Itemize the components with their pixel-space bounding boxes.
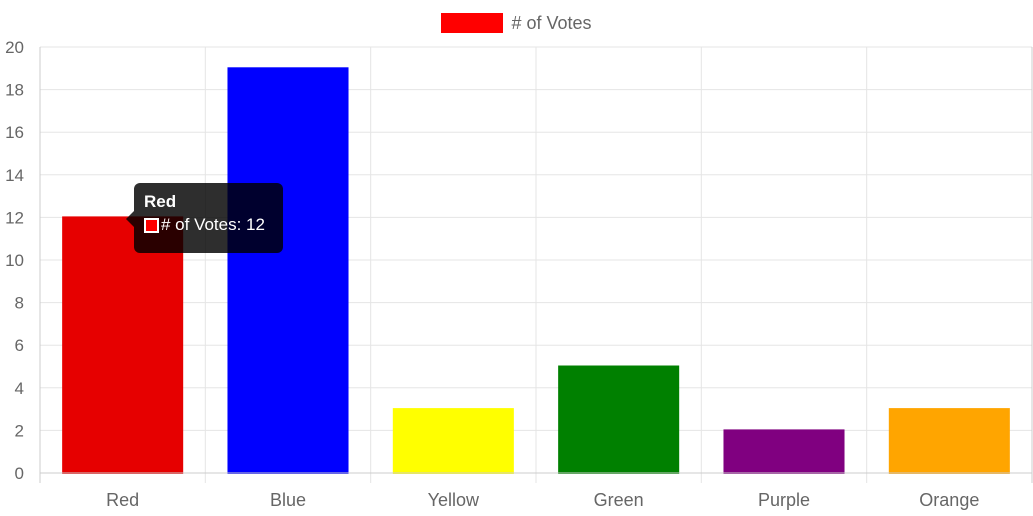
y-tick-label: 18 (5, 81, 24, 100)
bar-red (62, 216, 184, 474)
bar-purple (723, 429, 845, 474)
x-tick-label: Purple (758, 490, 810, 510)
tooltip-title: Red (144, 192, 177, 211)
bar-green (558, 365, 680, 474)
bar-blue (227, 67, 349, 475)
y-tick-label: 8 (15, 294, 24, 313)
tooltip-value-label: # of Votes: 12 (161, 215, 265, 234)
y-tick-label: 0 (15, 464, 24, 483)
y-tick-label: 14 (5, 166, 24, 185)
bar-orange (888, 408, 1010, 475)
y-tick-label: 12 (5, 208, 24, 227)
legend-swatch (441, 13, 504, 33)
tooltip-color-swatch (144, 217, 159, 233)
y-tick-label: 10 (5, 251, 24, 270)
y-tick-label: 16 (5, 123, 24, 142)
tooltip-row: # of Votes: 12 (144, 215, 273, 235)
x-tick-label: Red (106, 490, 139, 510)
legend-label: # of Votes (511, 12, 592, 33)
y-tick-label: 4 (15, 379, 24, 398)
x-tick-label: Yellow (428, 490, 480, 510)
x-tick-label: Blue (270, 490, 306, 510)
x-tick-label: Orange (919, 490, 979, 510)
y-tick-label: 2 (15, 421, 24, 440)
chart-tooltip: Red # of Votes: 12 (126, 183, 283, 253)
y-tick-label: 6 (15, 336, 24, 355)
bar-yellow (392, 408, 514, 475)
y-tick-label: 20 (5, 38, 24, 57)
legend[interactable]: # of Votes (0, 11, 1033, 35)
x-tick-label: Green (594, 490, 644, 510)
